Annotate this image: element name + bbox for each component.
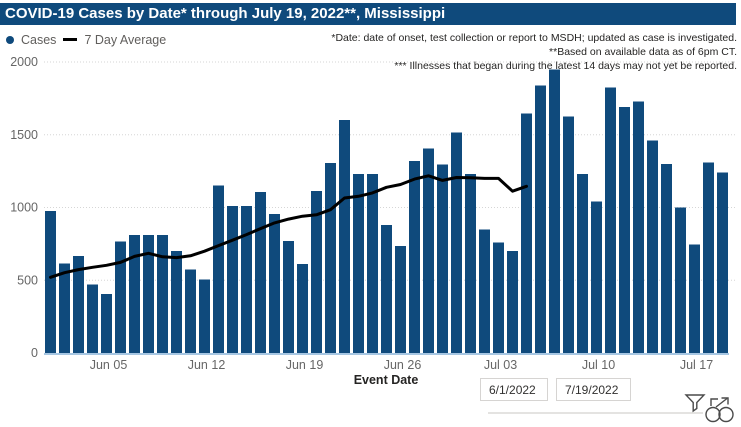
case-bar-Jul 09[interactable] [577,174,588,353]
x-tick-label: Jun 12 [188,358,226,372]
case-bar-Jun 23[interactable] [353,174,364,353]
case-bar-Jul 04[interactable] [507,251,518,353]
case-bar-Jul 13[interactable] [633,101,644,353]
case-bar-Jul 06[interactable] [535,85,546,353]
footnote-2: **Based on available data as of 6pm CT. [549,46,737,58]
case-bar-Jun 04[interactable] [87,284,98,353]
y-tick-label: 0 [31,346,38,360]
case-bar-Jun 10[interactable] [171,251,182,353]
case-bar-Jun 13[interactable] [213,185,224,353]
case-bar-Jun 27[interactable] [409,160,420,353]
case-bar-Jun 07[interactable] [129,235,140,353]
y-tick-label: 1000 [10,201,38,215]
case-bar-Jun 14[interactable] [227,206,238,353]
x-tick-label: Jul 10 [582,358,615,372]
case-bar-Jul 17[interactable] [689,244,700,353]
seven-day-average-line[interactable] [49,174,528,279]
case-bar-Jun 18[interactable] [283,240,294,353]
case-bar-Jun 20[interactable] [311,190,322,353]
case-bar-Jun 16[interactable] [255,192,266,353]
x-tick-label: Jul 03 [484,358,517,372]
footnote-1: *Date: date of onset, test collection or… [331,32,737,44]
case-bar-Jul 19[interactable] [717,172,728,353]
case-bar-Jul 10[interactable] [591,201,602,353]
x-tick-label: Jul 17 [680,358,713,372]
legend: Cases 7 Day Average [6,31,166,48]
case-bar-Jun 06[interactable] [115,241,126,353]
case-bar-Jul 03[interactable] [493,242,504,353]
case-bar-Jul 07[interactable] [549,69,560,354]
y-tick-label: 500 [17,273,38,287]
filter-icon[interactable] [684,393,707,413]
y-tick-label: 2000 [10,55,38,69]
case-bar-Jun 19[interactable] [297,264,308,353]
end-date-input[interactable] [556,378,631,401]
page-title: COVID-19 Cases by Date* through July 19,… [0,3,736,25]
case-bar-Jul 11[interactable] [605,87,616,354]
case-bar-Jun 09[interactable] [157,235,168,353]
x-axis-title: Event Date [353,373,419,387]
x-tick-label: Jun 19 [286,358,324,372]
case-bar-Jun 11[interactable] [185,269,196,353]
case-bar-Jun 05[interactable] [101,294,112,353]
x-tick-label: Jun 05 [90,358,128,372]
case-bar-Jun 26[interactable] [395,246,406,353]
zoom-slider-icon[interactable] [702,396,738,423]
case-bar-Jun 25[interactable] [381,224,392,353]
cases-legend-dot-icon [6,35,14,44]
x-tick-label: Jun 26 [384,358,422,372]
avg-legend-line-icon [63,38,78,41]
case-bar-Jun 29[interactable] [437,164,448,353]
case-bar-Jun 15[interactable] [241,206,252,353]
case-bar-Jun 21[interactable] [325,163,336,353]
case-bar-Jul 02[interactable] [479,229,490,353]
case-bar-Jun 12[interactable] [199,279,210,353]
case-bar-Jul 18[interactable] [703,162,714,353]
legend-cases-label: Cases [21,32,57,47]
case-bar-Jul 15[interactable] [661,163,672,353]
case-bar-Jul 08[interactable] [563,116,574,353]
case-bar-Jun 24[interactable] [367,174,378,353]
case-bar-Jul 16[interactable] [675,207,686,354]
legend-avg-label: 7 Day Average [84,32,167,47]
footnotes: *Date: date of onset, test collection or… [331,31,737,73]
case-bar-Jun 30[interactable] [451,132,462,353]
case-bar-Jun 01[interactable] [45,211,56,353]
case-bar-Jun 03[interactable] [73,256,84,353]
start-date-input[interactable] [480,378,548,401]
case-bar-Jun 02[interactable] [59,263,70,353]
date-range-slider-track[interactable] [488,412,703,414]
case-bar-Jun 17[interactable] [269,214,280,353]
case-bar-Jul 01[interactable] [465,174,476,353]
case-bar-Jul 05[interactable] [521,113,532,353]
case-bar-Jul 12[interactable] [619,107,630,353]
case-bar-Jul 14[interactable] [647,140,658,353]
case-bar-Jun 28[interactable] [423,148,434,353]
case-bar-Jun 22[interactable] [339,120,350,353]
y-tick-label: 1500 [10,128,38,142]
case-bar-Jun 08[interactable] [143,235,154,353]
footnote-3: *** Illnesses that began during the late… [394,60,737,72]
